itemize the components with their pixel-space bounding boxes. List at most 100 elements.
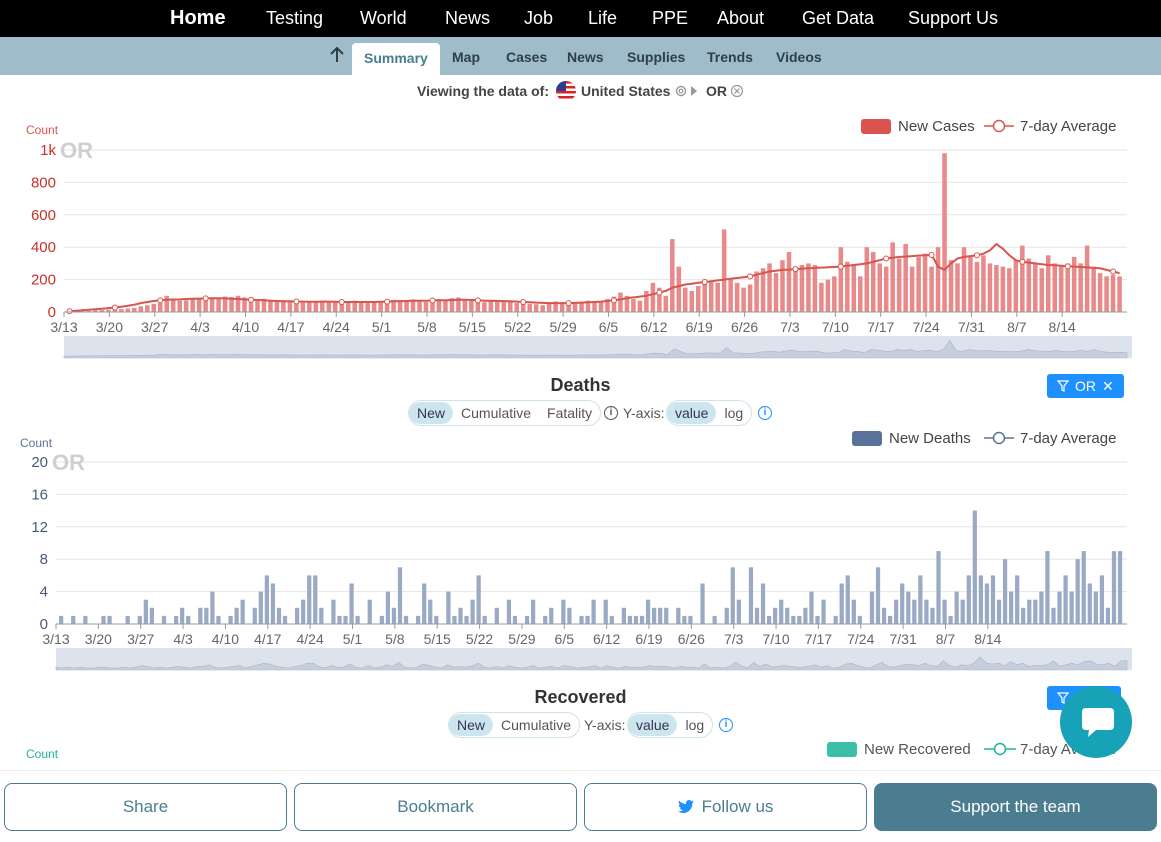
tab-cases[interactable]: Cases: [506, 49, 548, 65]
nav-home[interactable]: Home: [170, 7, 226, 29]
x-tick-label: 5/15: [424, 631, 451, 647]
follow-button[interactable]: Follow us: [584, 783, 867, 831]
bar: [1087, 583, 1092, 624]
share-button[interactable]: Share: [4, 783, 287, 831]
bar: [896, 258, 902, 312]
bottom-bar: Share Bookmark Follow us Support the tea…: [0, 770, 1161, 842]
legend-avg-recovered-icon[interactable]: [984, 741, 1016, 757]
avg-point: [701, 279, 708, 286]
bar: [881, 607, 887, 624]
bar: [186, 615, 191, 624]
x-tick-label: 5/8: [417, 319, 437, 335]
x-tick-label: 7/31: [958, 319, 985, 335]
bar: [365, 303, 370, 312]
bookmark-button[interactable]: Bookmark: [294, 783, 577, 831]
recovered-scale-log[interactable]: log: [685, 717, 705, 733]
bar: [367, 599, 372, 624]
gear-icon[interactable]: [674, 84, 688, 98]
nav-get-data[interactable]: Get Data: [802, 8, 875, 28]
info-icon[interactable]: i: [604, 406, 618, 420]
support-team-button[interactable]: Support the team: [874, 783, 1157, 831]
legend-avg-label: 7-day Average: [1020, 118, 1116, 135]
nav-world[interactable]: World: [360, 8, 407, 28]
bar: [524, 615, 530, 624]
bar: [591, 599, 596, 624]
bar: [592, 302, 597, 312]
deaths-filter-button[interactable]: OR ✕: [1047, 374, 1124, 398]
arrow-up-icon[interactable]: [328, 46, 346, 64]
deaths-tab-fatality[interactable]: Fatality: [547, 405, 593, 421]
bar: [797, 615, 802, 624]
chat-button[interactable]: [1060, 686, 1132, 758]
bar: [922, 253, 928, 312]
bar: [906, 591, 911, 624]
legend-avg-label: 7-day Average: [1020, 430, 1116, 447]
bar: [164, 295, 170, 312]
state-select[interactable]: OR: [706, 83, 727, 99]
recovered-tab-cumulative[interactable]: Cumulative: [501, 717, 572, 733]
recovered-mode-tabs: New Cumulative: [448, 712, 581, 738]
legend-recovered-label[interactable]: New Recovered: [864, 741, 971, 758]
bar: [177, 300, 182, 312]
nav-support-us[interactable]: Support Us: [908, 8, 999, 28]
bar: [676, 266, 682, 312]
bar: [546, 303, 552, 312]
bar: [1065, 263, 1070, 312]
country-select[interactable]: United States: [581, 83, 671, 99]
info-icon[interactable]: i: [719, 718, 733, 732]
close-circle-icon[interactable]: [730, 84, 744, 98]
deaths-tab-new[interactable]: New: [409, 402, 454, 424]
recovered-tab-new[interactable]: New: [449, 714, 494, 736]
bar: [909, 266, 915, 312]
tab-videos[interactable]: Videos: [776, 49, 822, 65]
deaths-mode-tabs: New Cumulative Fatality: [408, 400, 602, 426]
bar: [287, 300, 293, 312]
nav-job[interactable]: Job: [524, 8, 554, 28]
tab-news[interactable]: News: [567, 49, 604, 65]
bar: [404, 300, 409, 312]
tab-map[interactable]: Map: [452, 49, 480, 65]
bar: [929, 266, 934, 312]
legend-swatch-recovered[interactable]: [827, 742, 857, 757]
tab-supplies[interactable]: Supplies: [627, 49, 686, 65]
bar: [234, 607, 239, 624]
bar: [748, 567, 754, 624]
deaths-scale-value[interactable]: value: [667, 402, 717, 424]
nav-testing[interactable]: Testing: [266, 8, 324, 28]
bar: [1063, 575, 1068, 624]
bar: [1117, 551, 1123, 624]
bar: [760, 583, 766, 624]
bar: [355, 615, 360, 624]
close-icon[interactable]: ✕: [1102, 377, 1114, 394]
bar: [1033, 263, 1038, 312]
bar: [180, 607, 185, 624]
recovered-scale-value[interactable]: value: [628, 714, 678, 736]
nav-about[interactable]: About: [717, 8, 765, 28]
avg-line: [69, 242, 1120, 313]
bar: [417, 301, 422, 312]
bar: [119, 309, 124, 312]
legend-swatch: [861, 119, 891, 134]
deaths-tab-cumulative[interactable]: Cumulative: [461, 405, 532, 421]
bar: [282, 615, 288, 624]
twitter-icon: [677, 800, 694, 813]
nav-ppe[interactable]: PPE: [652, 8, 689, 28]
bar: [261, 298, 267, 312]
recovered-yaxis-label: Y-axis:: [584, 717, 626, 733]
deaths-filter-label: OR: [1075, 378, 1096, 394]
bar: [721, 229, 727, 312]
nav-life[interactable]: Life: [588, 8, 618, 28]
bar: [313, 301, 319, 312]
bar: [954, 591, 959, 624]
nav-news[interactable]: News: [445, 8, 491, 28]
deaths-scale-log[interactable]: log: [724, 405, 744, 421]
bar: [138, 306, 144, 312]
info-icon[interactable]: i: [758, 406, 772, 420]
bar: [307, 575, 312, 624]
bar: [161, 615, 167, 624]
tab-trends[interactable]: Trends: [707, 49, 753, 65]
watermark-label: OR: [52, 450, 85, 475]
tab-summary[interactable]: Summary: [352, 43, 440, 75]
bar: [948, 260, 954, 312]
viewing-label: Viewing the data of:: [417, 83, 549, 99]
